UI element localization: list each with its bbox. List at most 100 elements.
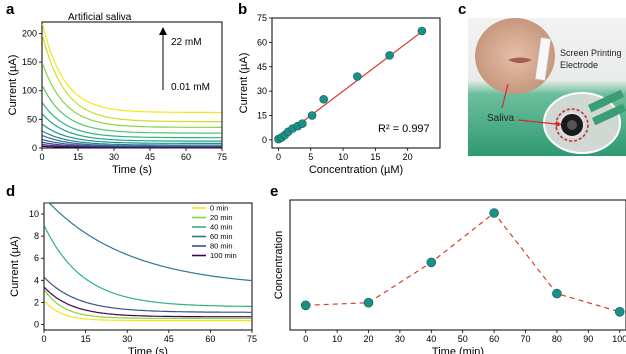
data-point bbox=[552, 288, 562, 299]
y-tick-label: 150 bbox=[22, 57, 37, 67]
device-label-line1: Screen Printing bbox=[560, 48, 622, 58]
x-tick-label: 30 bbox=[122, 334, 132, 344]
data-point bbox=[614, 306, 625, 317]
face-image bbox=[475, 18, 555, 94]
r-squared-label: R² = 0.997 bbox=[378, 123, 430, 135]
data-point bbox=[307, 111, 317, 120]
x-axis-label: Time (min) bbox=[432, 346, 484, 354]
series-line bbox=[44, 277, 252, 313]
annotation-22mm: 22 mM bbox=[171, 37, 202, 48]
y-tick-label: 0 bbox=[262, 135, 267, 145]
panel-a-title: Artificial saliva bbox=[68, 12, 132, 23]
series-line bbox=[41, 35, 222, 123]
series-line bbox=[42, 145, 222, 149]
device-label-line2: Electrode bbox=[560, 60, 598, 70]
series-line bbox=[42, 102, 222, 139]
data-point bbox=[319, 94, 328, 104]
panel-letter-c: c bbox=[458, 1, 466, 18]
saliva-arrow-up bbox=[501, 83, 509, 109]
data-point bbox=[298, 119, 307, 128]
y-axis-label: Current (µA) bbox=[238, 53, 250, 114]
series-line bbox=[44, 289, 252, 319]
data-point bbox=[385, 51, 394, 60]
concentration-arrow-head bbox=[159, 27, 167, 35]
saliva-arrow-head bbox=[556, 121, 562, 127]
x-tick-label: 30 bbox=[395, 334, 405, 344]
series-line bbox=[42, 130, 222, 146]
y-tick-label: 10 bbox=[29, 209, 39, 219]
legend-label: 20 min bbox=[210, 213, 233, 222]
plot-frame bbox=[43, 202, 253, 331]
y-tick-label: 30 bbox=[257, 86, 267, 96]
x-tick-label: 20 bbox=[403, 152, 413, 162]
electrode-strip-image bbox=[534, 37, 552, 81]
x-tick-label: 60 bbox=[205, 334, 215, 344]
photo-panel: Screen Printing Electrode Saliva bbox=[468, 18, 626, 156]
data-point bbox=[489, 208, 499, 218]
chart-b: 0 5 10 15 20 0 15 30 45 60 75 Concentration (µM) Cur… bbox=[238, 13, 441, 176]
y-axis-label: Concentration bbox=[273, 231, 285, 300]
x-tick-label: 40 bbox=[426, 334, 436, 344]
x-axis-label: Concentration (µM) bbox=[309, 164, 403, 176]
x-tick-label: 15 bbox=[73, 152, 83, 162]
x-tick-label: 20 bbox=[363, 334, 373, 344]
x-tick-label: 75 bbox=[217, 152, 227, 162]
series-line bbox=[44, 225, 252, 307]
x-tick-label: 10 bbox=[332, 334, 342, 344]
y-tick-label: 50 bbox=[27, 114, 37, 124]
saliva-label: Saliva bbox=[487, 113, 515, 124]
y-tick-label: 0 bbox=[34, 319, 39, 329]
plot-frame bbox=[289, 199, 626, 331]
y-axis-label: Current (µA) bbox=[9, 236, 21, 297]
y-tick-label: 4 bbox=[34, 275, 39, 285]
x-tick-label: 60 bbox=[489, 334, 499, 344]
chart-e: 0 10 20 30 40 50 60 70 80 90 100 Time (min) Concentr… bbox=[273, 199, 626, 354]
panel-letter-a: a bbox=[6, 1, 15, 18]
data-point bbox=[352, 72, 362, 81]
series-line bbox=[41, 85, 222, 134]
chart-d: 0 15 30 45 60 75 0 2 4 6 8 10 Time (s) Current (µA) 0 … bbox=[9, 202, 257, 354]
legend-label: 100 min bbox=[210, 251, 237, 260]
x-tick-label: 50 bbox=[458, 334, 468, 344]
x-tick-label: 0 bbox=[39, 152, 44, 162]
data-point bbox=[300, 300, 311, 311]
legend-label: 40 min bbox=[210, 223, 233, 232]
y-tick-label: 60 bbox=[257, 37, 267, 47]
legend-label: 0 min bbox=[210, 204, 228, 213]
panel-letter-e: e bbox=[270, 183, 278, 200]
x-tick-label: 45 bbox=[145, 152, 155, 162]
series-line bbox=[42, 113, 222, 142]
y-tick-label: 45 bbox=[257, 62, 267, 72]
electrode-highlight-ring bbox=[555, 108, 589, 142]
legend-label: 80 min bbox=[210, 242, 233, 251]
data-point bbox=[426, 257, 437, 268]
x-tick-label: 30 bbox=[109, 152, 119, 162]
series-line bbox=[44, 287, 252, 318]
electrode-lead-2 bbox=[591, 103, 626, 126]
x-tick-label: 15 bbox=[81, 334, 91, 344]
y-tick-label: 15 bbox=[257, 111, 267, 121]
legend-label: 60 min bbox=[210, 232, 233, 241]
x-tick-label: 75 bbox=[247, 334, 257, 344]
series-line bbox=[44, 300, 252, 322]
x-tick-label: 45 bbox=[164, 334, 174, 344]
x-tick-label: 15 bbox=[370, 152, 380, 162]
x-tick-label: 0 bbox=[276, 152, 281, 162]
x-axis-label: Time (s) bbox=[112, 164, 152, 176]
y-tick-label: 6 bbox=[34, 253, 39, 263]
electrode-lead-1 bbox=[588, 89, 625, 113]
x-tick-label: 80 bbox=[552, 334, 562, 344]
data-point bbox=[417, 26, 427, 36]
annotation-001mm: 0.01 mM bbox=[171, 82, 210, 93]
x-tick-label: 0 bbox=[303, 334, 308, 344]
x-axis-label: Time (s) bbox=[128, 346, 168, 354]
y-tick-label: 100 bbox=[22, 86, 37, 96]
x-tick-label: 60 bbox=[181, 152, 191, 162]
data-point bbox=[363, 297, 374, 308]
y-tick-label: 75 bbox=[257, 13, 267, 23]
chart-a: 0 15 30 45 60 75 0 50 100 150 200 Time (s) Current (… bbox=[7, 21, 227, 176]
x-tick-label: 0 bbox=[41, 334, 46, 344]
plot-frame bbox=[271, 17, 441, 149]
x-tick-label: 70 bbox=[521, 334, 531, 344]
